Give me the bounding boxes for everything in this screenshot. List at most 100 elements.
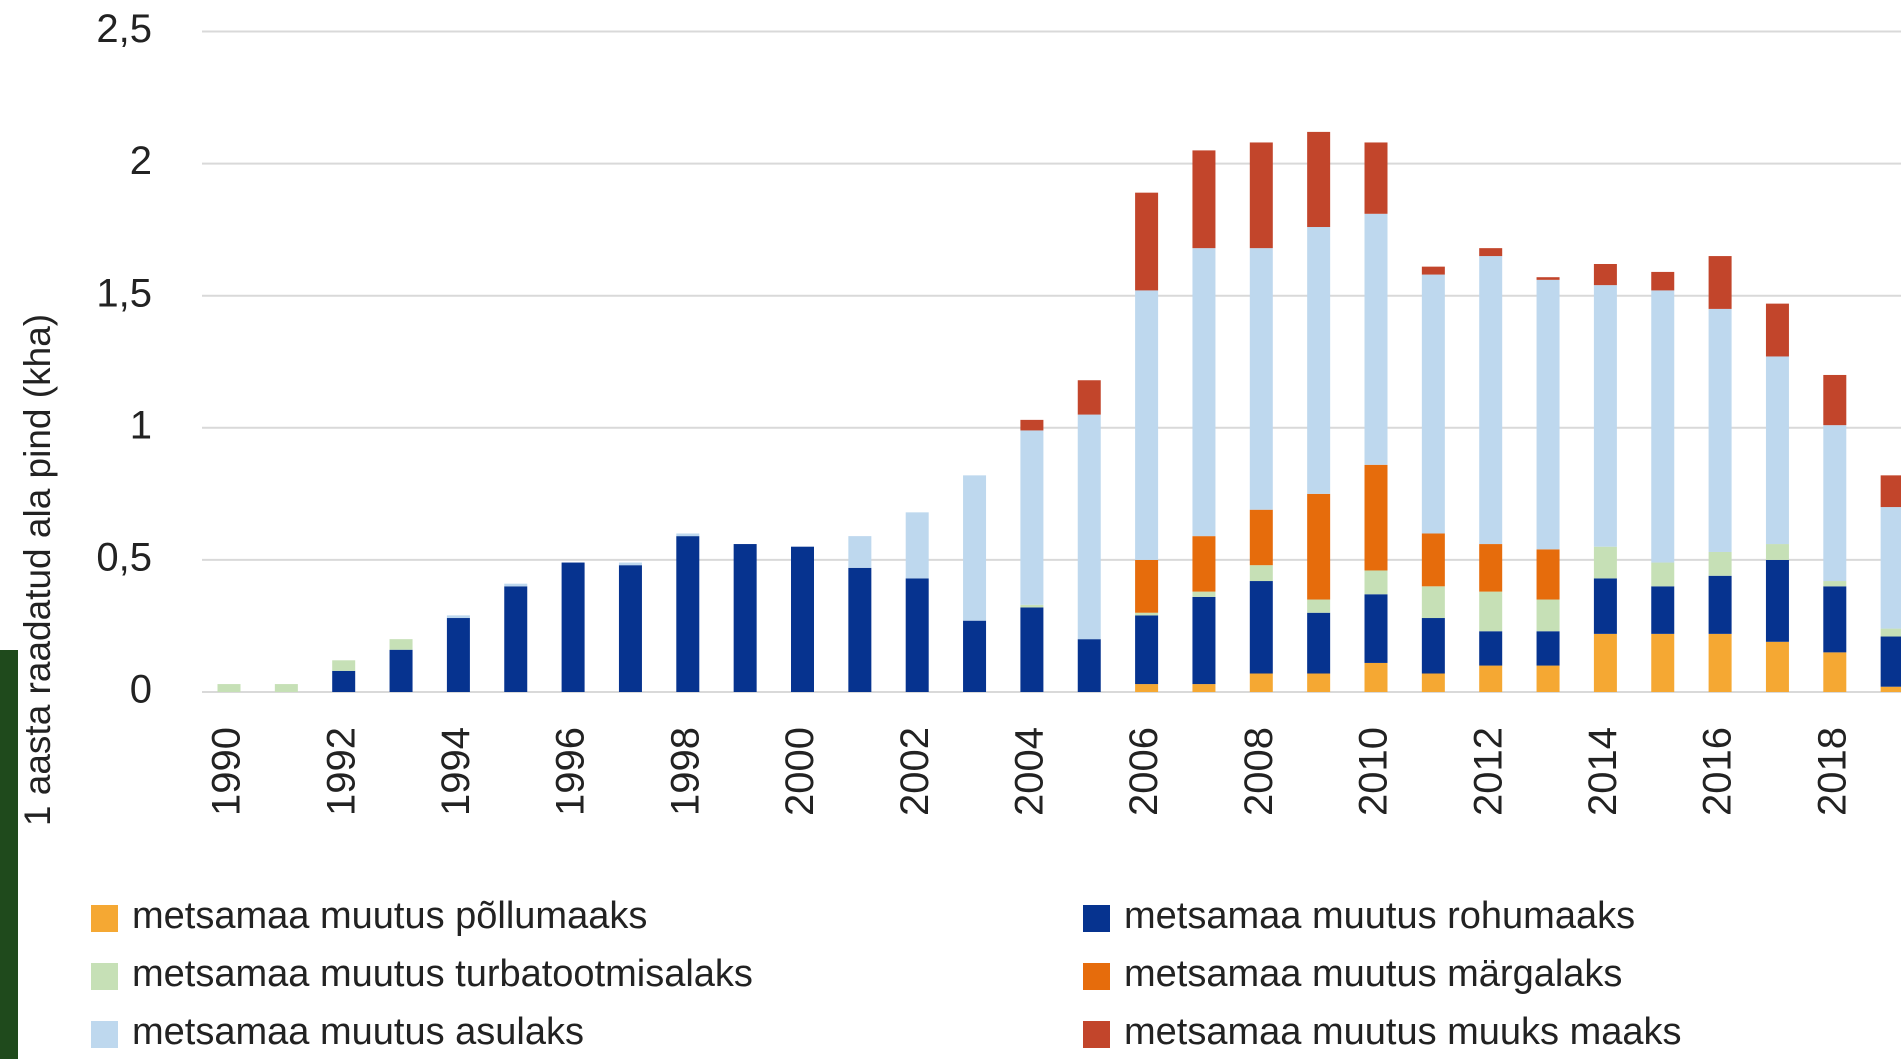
bar-segment bbox=[1135, 290, 1159, 560]
bar-segment bbox=[1249, 673, 1273, 692]
y-tick-label: 2 bbox=[130, 139, 152, 183]
legend-label: metsamaa muutus rohumaaks bbox=[1124, 895, 1635, 937]
bar-segment bbox=[1880, 628, 1901, 637]
x-tick-label: 2004 bbox=[1007, 727, 1051, 816]
y-tick-label: 1,5 bbox=[96, 271, 152, 315]
y-tick-label: 2,5 bbox=[96, 7, 152, 51]
bar-segment bbox=[1307, 493, 1331, 600]
bar-segment bbox=[446, 615, 470, 619]
bar-segment bbox=[561, 562, 585, 692]
bar-segment bbox=[1364, 662, 1388, 692]
bar-segment bbox=[791, 546, 814, 692]
bar-segment bbox=[1823, 374, 1847, 426]
bar-segment bbox=[1364, 464, 1388, 571]
bar-segment bbox=[1421, 586, 1445, 619]
bar-segment bbox=[1249, 248, 1273, 510]
x-tick-label: 2000 bbox=[778, 727, 822, 816]
bar-segment bbox=[1536, 279, 1560, 550]
bar-segment bbox=[1307, 673, 1331, 692]
y-tick-label: 0 bbox=[130, 668, 152, 712]
bar-segment bbox=[1651, 586, 1675, 634]
bar-segment bbox=[1593, 633, 1617, 692]
bar-segment bbox=[1307, 227, 1331, 494]
bar-segment bbox=[1880, 636, 1901, 687]
bar-segment bbox=[389, 639, 413, 650]
bar-segment bbox=[274, 684, 298, 692]
bar-segment bbox=[1479, 631, 1503, 666]
bar-segment bbox=[1880, 475, 1901, 508]
bar-segment bbox=[1249, 142, 1273, 249]
x-tick-label: 1994 bbox=[434, 727, 478, 816]
bar-segment bbox=[1536, 549, 1560, 600]
x-tick-label: 2016 bbox=[1696, 727, 1740, 816]
bar-segment bbox=[1020, 419, 1044, 431]
bar-segment bbox=[1708, 575, 1732, 634]
bar-segment bbox=[1536, 665, 1560, 692]
legend-swatch bbox=[91, 905, 118, 932]
bar-segment bbox=[1536, 599, 1560, 632]
bar-segment bbox=[1765, 356, 1789, 545]
x-tick-label: 2014 bbox=[1581, 727, 1625, 816]
bar-segment bbox=[1651, 271, 1675, 291]
bar-segment bbox=[848, 536, 872, 568]
bar-segment bbox=[1307, 612, 1331, 674]
bar-segment bbox=[1307, 599, 1331, 613]
bar-segment bbox=[504, 586, 528, 692]
x-tick-label: 2006 bbox=[1122, 727, 1166, 816]
bar-segment bbox=[1249, 565, 1273, 582]
legend-swatch bbox=[1083, 905, 1110, 932]
bar-segment bbox=[1593, 578, 1617, 634]
bar-segment bbox=[1364, 570, 1388, 595]
bar-segment bbox=[1880, 686, 1901, 692]
legend-swatch bbox=[91, 1021, 118, 1048]
bar-segment bbox=[1479, 248, 1503, 257]
bar-segment bbox=[1135, 192, 1159, 291]
legend-label: metsamaa muutus märgalaks bbox=[1124, 953, 1622, 995]
bar-segment bbox=[1708, 633, 1732, 692]
bar-segment bbox=[733, 544, 757, 692]
legend-swatch bbox=[91, 963, 118, 990]
bar-segment bbox=[1823, 425, 1847, 582]
x-tick-label: 1996 bbox=[549, 727, 593, 816]
legend-swatch bbox=[1083, 1021, 1110, 1048]
legend-label: metsamaa muutus turbatootmisalaks bbox=[132, 953, 753, 995]
bar-segment bbox=[618, 565, 642, 692]
bar-segment bbox=[1077, 380, 1101, 415]
bar-segment bbox=[1823, 652, 1847, 692]
bar-segment bbox=[1651, 633, 1675, 692]
bar-segment bbox=[1135, 684, 1159, 692]
bar-segment bbox=[1765, 641, 1789, 692]
bar-segment bbox=[1765, 303, 1789, 357]
bar-segment bbox=[1479, 256, 1503, 545]
bar-segment bbox=[676, 533, 700, 537]
bar-segment bbox=[1708, 256, 1732, 309]
bar-segment bbox=[1192, 248, 1216, 537]
bar-segment bbox=[1192, 596, 1216, 685]
bar-segment bbox=[1479, 544, 1503, 592]
bar-segment bbox=[1421, 673, 1445, 692]
bar-segment bbox=[504, 583, 528, 587]
bar-segment bbox=[848, 567, 872, 692]
bar-segment bbox=[217, 684, 241, 692]
x-tick-label: 2008 bbox=[1237, 727, 1281, 816]
x-tick-label: 2018 bbox=[1810, 727, 1854, 816]
bar-segment bbox=[1077, 414, 1101, 640]
bar-segment bbox=[1135, 612, 1159, 616]
bar-segment bbox=[1479, 665, 1503, 692]
bar-segment bbox=[1421, 266, 1445, 275]
bar-segment bbox=[1192, 150, 1216, 249]
bar-segment bbox=[1823, 581, 1847, 587]
bar-segment bbox=[1364, 142, 1388, 214]
bar-segment bbox=[963, 620, 987, 692]
x-tick-label: 1998 bbox=[663, 727, 707, 816]
bar-segment bbox=[1765, 544, 1789, 560]
bar-segment bbox=[1536, 277, 1560, 280]
bar-segment bbox=[963, 475, 987, 621]
bar-segment bbox=[1880, 507, 1901, 629]
bar-segment bbox=[1020, 430, 1044, 605]
bar-segment bbox=[1421, 274, 1445, 534]
bar-segment bbox=[1593, 546, 1617, 579]
bar-segment bbox=[1708, 308, 1732, 552]
